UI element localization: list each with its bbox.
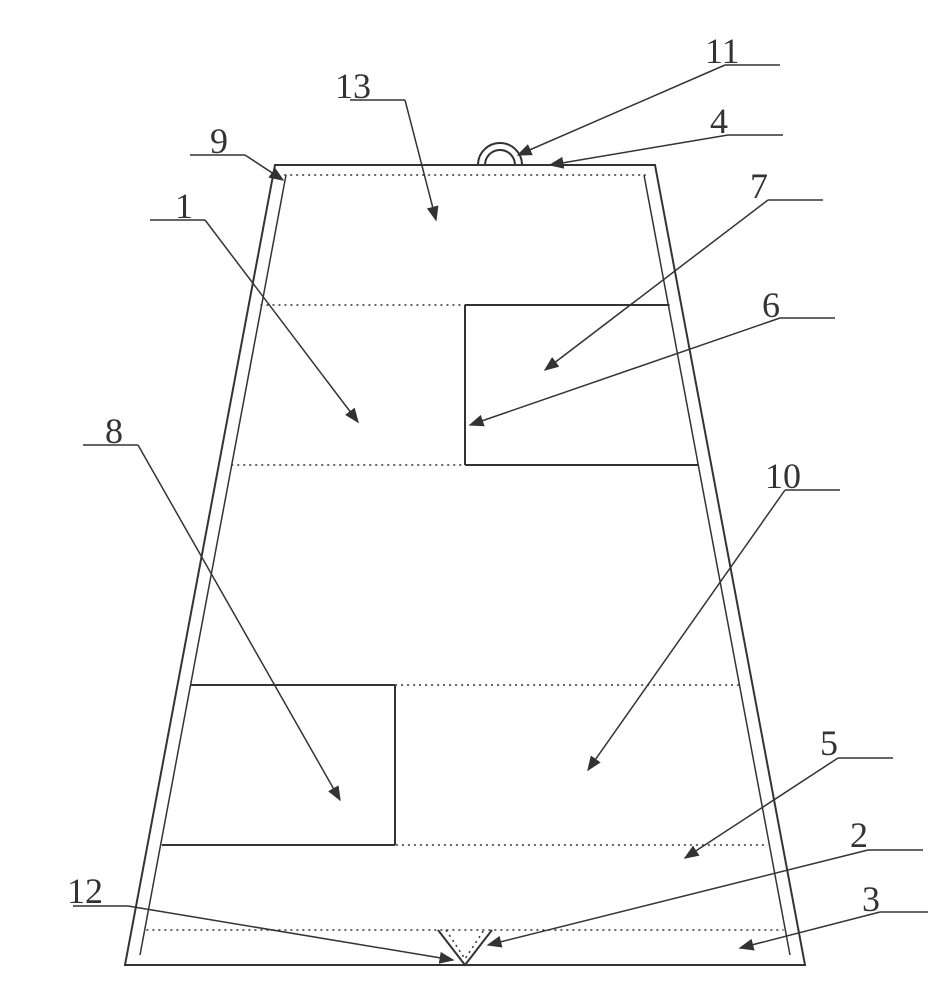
label-5: 5 <box>820 722 838 764</box>
label-7: 7 <box>750 165 768 207</box>
label-13: 13 <box>335 65 371 107</box>
diagram-svg <box>0 0 928 1000</box>
leader-line-9 <box>245 155 283 180</box>
label-1: 1 <box>175 185 193 227</box>
label-8: 8 <box>105 410 123 452</box>
label-6: 6 <box>762 284 780 326</box>
label-11: 11 <box>705 30 740 72</box>
leader-line-6 <box>470 318 780 425</box>
inner-left-side <box>140 175 286 955</box>
leader-line-3 <box>740 912 880 948</box>
label-9: 9 <box>210 120 228 162</box>
leader-line-1 <box>205 220 358 422</box>
label-4: 4 <box>710 100 728 142</box>
leader-line-13 <box>405 100 436 220</box>
leader-line-2 <box>488 850 868 945</box>
leader-line-11 <box>518 65 725 155</box>
label-2: 2 <box>850 814 868 856</box>
leader-line-4 <box>550 135 728 165</box>
label-10: 10 <box>765 455 801 497</box>
label-12: 12 <box>67 870 103 912</box>
leader-line-12 <box>128 906 453 960</box>
top-ring-inner <box>485 150 515 165</box>
leader-line-7 <box>545 200 768 370</box>
leader-line-8 <box>138 445 340 800</box>
funnel-inner-dotted <box>446 930 484 959</box>
funnel-outer <box>438 930 492 965</box>
leader-line-5 <box>685 758 838 858</box>
label-3: 3 <box>862 878 880 920</box>
leader-line-10 <box>588 490 785 770</box>
